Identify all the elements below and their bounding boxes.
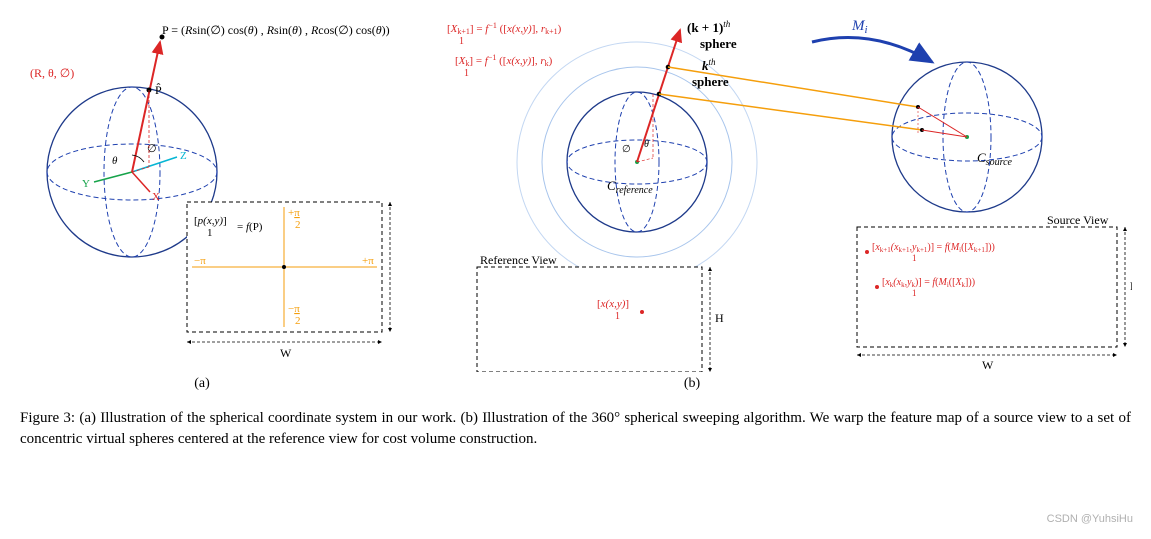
ref-rect-pt [640,310,644,314]
src-eq2-1: 1 [912,288,917,298]
rect-eq-a: [p(x,y)] [194,215,227,227]
pi-minus: −π [194,255,206,267]
ref-rect-eq-1: 1 [615,311,620,322]
axis-x [132,172,150,192]
caption-fignum: Figure 3: [20,410,75,426]
src-w-label: W [982,358,994,372]
panel-a-svg: Z Y X [12,12,392,372]
src-rect-pt1 [865,250,869,254]
pi-half-minus-2: 2 [295,315,301,327]
src-h-label: H [1130,279,1132,293]
ref-view-title: Reference View [480,253,557,267]
p-hat-label: P̂ [155,83,162,97]
phi-label: ∅ [147,143,157,155]
rect-eq-a3: = f(P) [237,221,263,233]
subfig-label-b: (b) [332,376,1052,392]
proj-b-h [637,158,653,162]
src-eq2: [xk(xk,yk)] = f(Mi([Xk])) [882,277,975,289]
panel-b-svg: Creference θ ∅ [Xk+1] = f−1 ([x(x,y)], r… [412,12,1132,372]
src-rect-pt2 [875,285,879,289]
panel-a: Z Y X [12,12,392,392]
panel-b: Creference θ ∅ [Xk+1] = f−1 ([x(x,y)], r… [412,12,1132,392]
rect-center [282,265,286,269]
theta-label: θ [112,155,118,167]
eq-bot-1: 1 [464,68,469,79]
ref-h-label: H [715,311,724,325]
pi-half-plus-2: 2 [295,219,301,231]
axis-x-label: X [152,191,160,203]
pi-half-plus: +π [288,207,300,219]
ref-rect [477,267,702,372]
caption-text-a: (a) Illustration of the spherical coordi… [79,410,456,426]
src-view-title: Source View [1047,213,1109,227]
kp1-label2: sphere [700,36,737,51]
ref-rect-eq: [x(x,y)] [597,298,629,310]
eq-top: [Xk+1] = f−1 ([x(x,y)], rk+1) [447,21,562,36]
watermark: CSDN @YuhsiHu [1047,513,1133,525]
figure-container: Z Y X [12,12,1139,392]
pi-half-minus: −π [288,303,300,315]
polar-label: (R, θ, ∅) [30,66,74,80]
eq-top-1: 1 [459,36,464,47]
pi-plus: +π [362,255,374,267]
figure-caption: Figure 3: (a) Illustration of the spheri… [12,408,1139,450]
c-ref-label: Creference [607,178,653,196]
mi-label: Mi [851,18,868,36]
phi-b: ∅ [622,144,631,155]
p-equation: P = (Rsin(∅) cos(θ) , Rsin(θ) , Rcos(∅) … [162,23,390,37]
warp-2 [659,94,922,130]
src-ray1 [918,107,967,137]
k-label: kth [702,57,716,73]
src-ray2 [922,130,967,137]
eq-bot: [Xk] = f−1 ([x(x,y)], rk) [455,53,553,68]
src-eq1-1: 1 [912,253,917,263]
c-src-label: Csource [977,150,1013,168]
axis-z-label: Z [180,150,187,162]
kp1-label: (k + 1)th [687,19,731,35]
axis-y-label: Y [82,178,90,190]
mi-arrow [812,38,932,63]
rect-eq-a2: 1 [207,227,213,239]
w-label-a: W [280,346,292,360]
axis-y [94,172,132,182]
